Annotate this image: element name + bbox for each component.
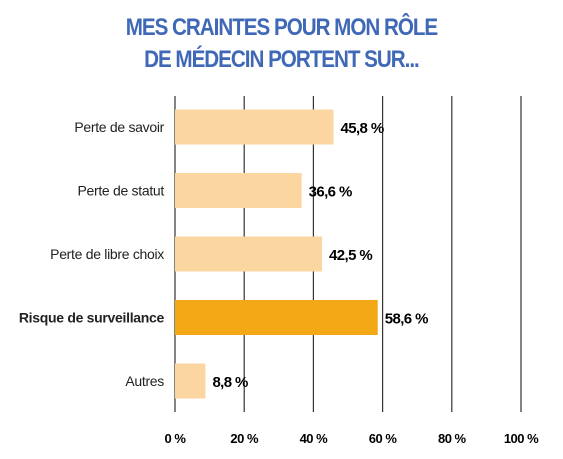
bar: [175, 363, 206, 399]
x-tick-label: 40 %: [300, 431, 329, 446]
x-tick-label: 20 %: [230, 431, 259, 446]
category-label: Perte de libre choix: [50, 246, 164, 262]
chart-title-line-1: MES CRAINTES POUR MON RÔLE: [125, 14, 438, 41]
bar: [175, 109, 334, 145]
x-tick-label: 100 %: [504, 431, 539, 446]
category-label: Perte de statut: [77, 183, 164, 199]
bar: [175, 300, 378, 335]
category-label: Risque de surveillance: [19, 310, 165, 326]
chart-title-line-2: DE MÉDECIN PORTENT SUR...: [144, 46, 420, 73]
value-label: 42,5 %: [329, 247, 372, 264]
value-label: 36,6 %: [309, 184, 352, 201]
category-label: Perte de savoir: [74, 119, 164, 135]
category-label: Autres: [125, 373, 164, 389]
value-label: 8,8 %: [212, 374, 248, 391]
bar: [175, 236, 323, 272]
x-tick-label: 0 %: [165, 431, 187, 446]
value-label: 58,6 %: [385, 311, 428, 328]
x-tick-label: 60 %: [369, 431, 398, 446]
x-tick-label: 80 %: [438, 431, 467, 446]
value-label: 45,8 %: [340, 120, 383, 137]
bar: [175, 173, 302, 208]
